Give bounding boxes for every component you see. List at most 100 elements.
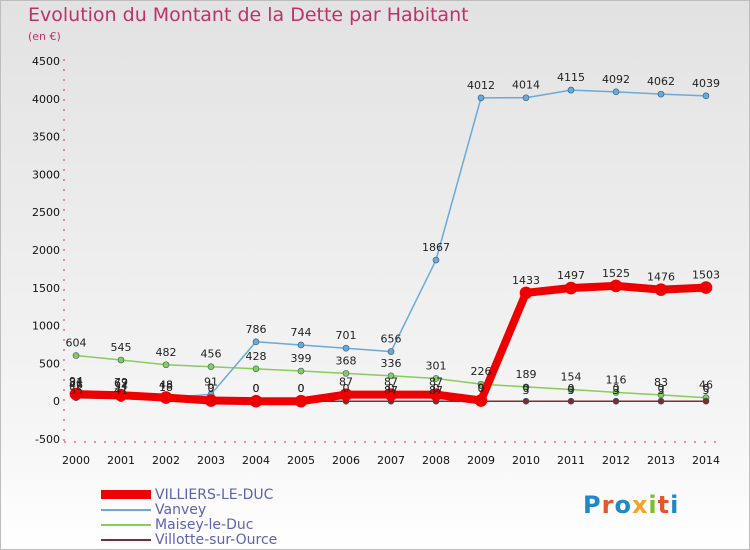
legend-label: VILLIERS-LE-DUC xyxy=(155,486,274,503)
x-tick-label: 2004 xyxy=(242,454,270,467)
data-label: 34 xyxy=(114,380,128,393)
data-label: 336 xyxy=(381,357,402,370)
data-label: 3 xyxy=(658,384,665,397)
data-label: 226 xyxy=(471,365,492,378)
data-label: 0 xyxy=(343,382,350,395)
data-point xyxy=(657,90,665,98)
x-tick-label: 2007 xyxy=(377,454,405,467)
data-label: 5 xyxy=(703,384,710,397)
data-label: 94 xyxy=(69,375,83,388)
data-point xyxy=(612,389,620,396)
y-tick-label: 4500 xyxy=(32,55,60,68)
y-tick-label: 500 xyxy=(39,357,60,370)
data-label: 18 xyxy=(159,381,173,394)
data-label: 3 xyxy=(613,384,620,397)
legend-label: Villotte-sur-Ource xyxy=(155,531,278,548)
data-point xyxy=(384,388,398,401)
data-label: 0 xyxy=(613,382,620,395)
data-point xyxy=(207,363,215,371)
data-point xyxy=(519,286,533,300)
x-tick-label: 2012 xyxy=(602,454,630,467)
logo-letter: r xyxy=(601,491,615,519)
data-label: 786 xyxy=(246,323,267,336)
data-point xyxy=(294,394,308,408)
x-tick-label: 2005 xyxy=(287,454,315,467)
y-tick-label: 3000 xyxy=(32,168,60,181)
data-label: 83 xyxy=(654,376,668,389)
data-label: 545 xyxy=(111,341,132,354)
y-tick-label: 1000 xyxy=(32,320,60,333)
data-label: 0 xyxy=(253,382,260,395)
data-point xyxy=(342,370,350,377)
data-point xyxy=(72,352,80,359)
data-point xyxy=(702,397,710,405)
legend-item: Maisey-le-Duc xyxy=(101,517,277,533)
y-tick-label: 2000 xyxy=(32,244,60,257)
data-label: 0 xyxy=(478,382,485,395)
data-label: 1497 xyxy=(557,269,585,282)
legend-item: VILLIERS-LE-DUC xyxy=(101,486,277,503)
data-point xyxy=(654,283,668,296)
legend-swatch xyxy=(101,538,151,541)
data-label: 656 xyxy=(381,333,402,346)
data-point xyxy=(249,394,263,408)
data-point xyxy=(612,397,620,405)
data-point xyxy=(387,348,395,355)
data-label: 4014 xyxy=(512,79,540,92)
data-label: 1525 xyxy=(602,267,630,280)
legend-swatch xyxy=(101,508,151,511)
logo-letter: t xyxy=(657,491,671,519)
data-label: 9 xyxy=(478,382,485,395)
data-label: 0 xyxy=(253,382,260,395)
y-tick-label: 3500 xyxy=(32,131,60,144)
data-point xyxy=(522,383,530,391)
x-tick-label: 2014 xyxy=(692,454,720,467)
data-label: 87 xyxy=(384,384,398,397)
data-label: 301 xyxy=(426,359,447,372)
data-label: 189 xyxy=(516,368,537,381)
data-label: 91 xyxy=(204,375,218,388)
x-tick-label: 2010 xyxy=(512,454,540,467)
x-tick-label: 2009 xyxy=(467,454,495,467)
data-point xyxy=(609,279,623,293)
data-label: 0 xyxy=(703,382,710,395)
data-point xyxy=(339,388,353,401)
data-label: 0 xyxy=(658,382,665,395)
data-point xyxy=(474,394,488,407)
data-label: 4062 xyxy=(647,75,675,88)
data-point xyxy=(567,397,575,405)
data-label: 0 xyxy=(433,382,440,395)
data-label: 0 xyxy=(298,382,305,395)
data-label: 4012 xyxy=(467,79,495,92)
data-point xyxy=(612,88,620,96)
data-label: 55 xyxy=(69,384,83,397)
data-point xyxy=(204,394,218,407)
y-tick-label: 1500 xyxy=(32,282,60,295)
legend-swatch xyxy=(101,523,151,526)
data-label: 0 xyxy=(388,382,395,395)
y-tick-label: 0 xyxy=(53,395,60,408)
data-point xyxy=(567,386,575,393)
data-point xyxy=(702,92,710,100)
data-label: 0 xyxy=(568,382,575,395)
x-tick-label: 2011 xyxy=(557,454,585,467)
legend: VILLIERS-LE-DUC Vanvey Maisey-le-Duc Villot… xyxy=(101,486,278,548)
data-point xyxy=(297,341,305,349)
data-label: 0 xyxy=(208,382,215,395)
data-label: 48 xyxy=(159,379,173,392)
data-label: 0 xyxy=(523,382,530,395)
data-point xyxy=(477,94,485,102)
data-label: 9 xyxy=(208,382,215,395)
data-point xyxy=(159,391,173,404)
data-label: 399 xyxy=(291,352,312,365)
data-label: 4039 xyxy=(692,77,720,90)
data-point xyxy=(69,387,83,401)
logo-letter: P xyxy=(583,491,602,519)
x-tick-label: 2003 xyxy=(197,454,225,467)
data-point xyxy=(297,367,305,375)
data-point xyxy=(429,388,443,401)
data-label: 368 xyxy=(336,354,357,367)
logo-letter: x xyxy=(631,491,649,519)
x-tick-label: 2001 xyxy=(107,454,135,467)
